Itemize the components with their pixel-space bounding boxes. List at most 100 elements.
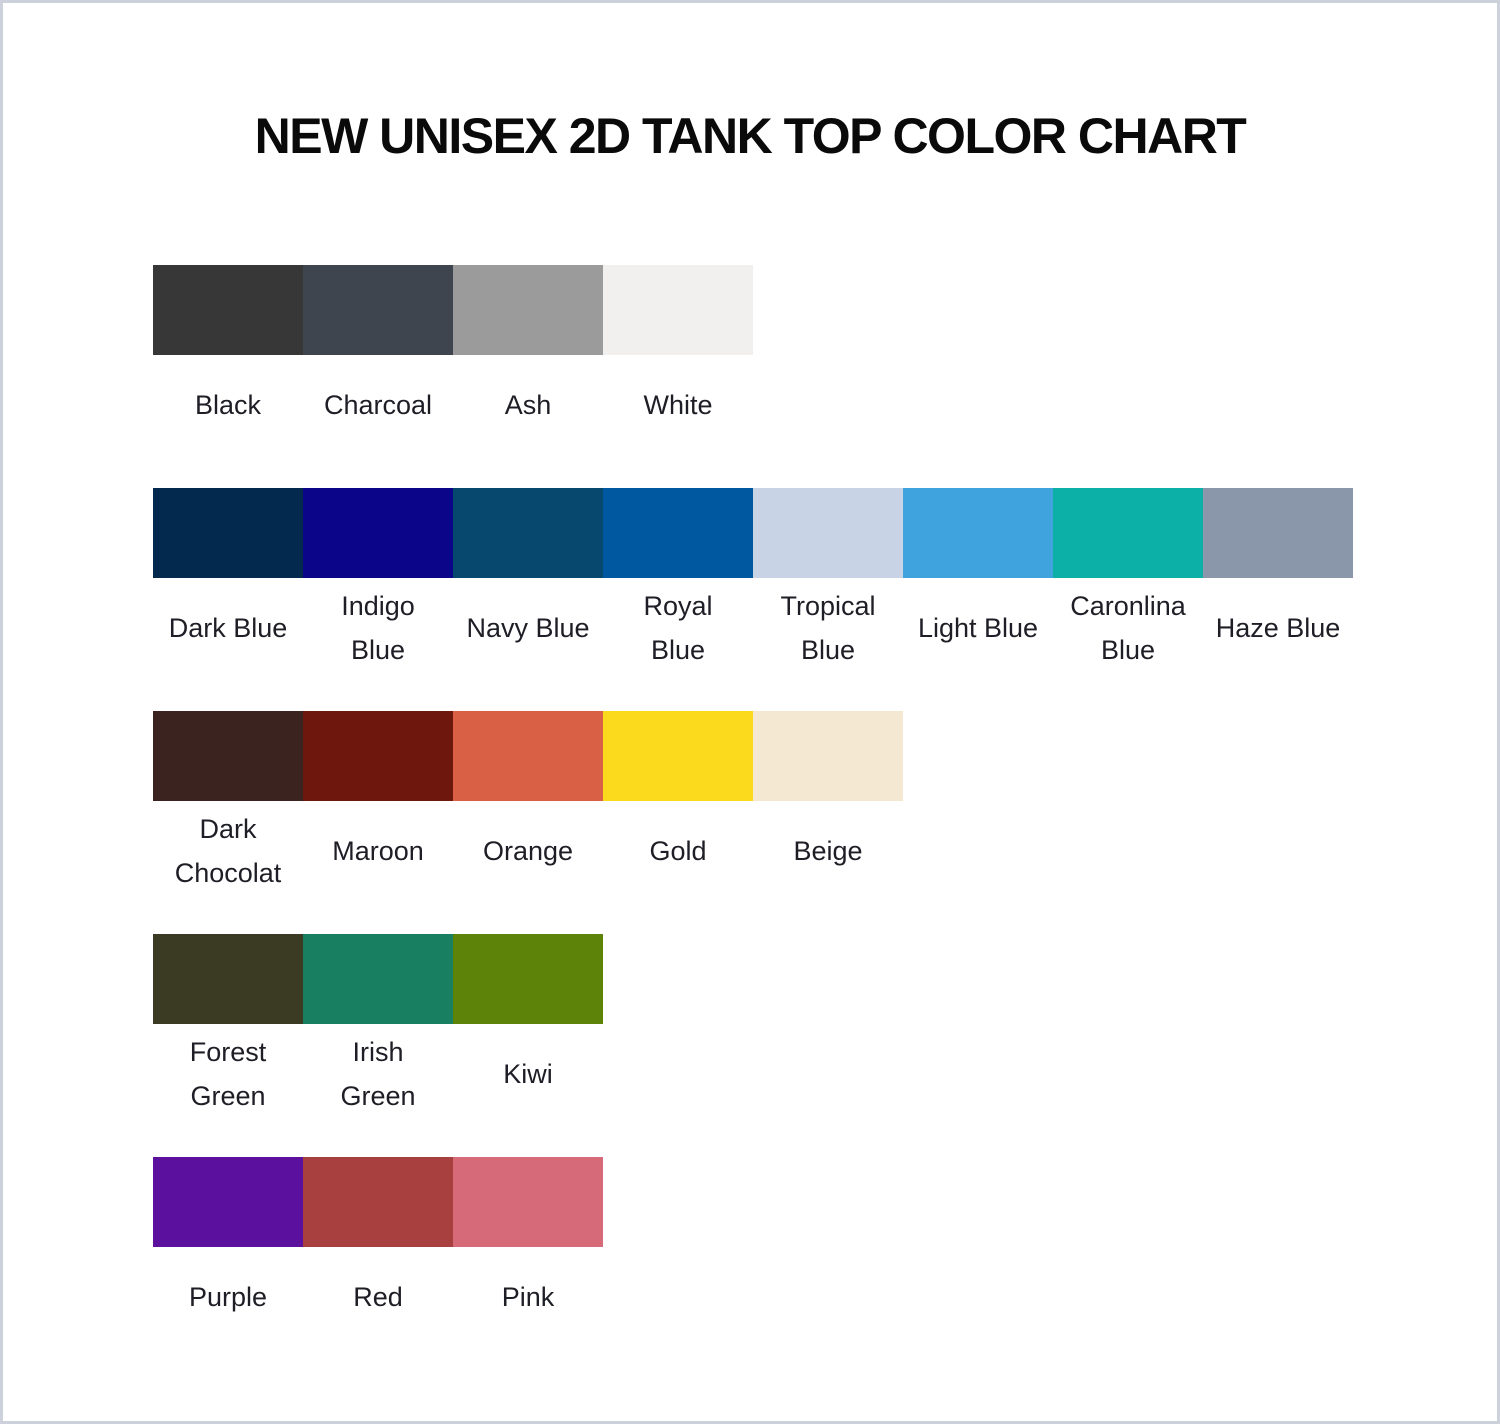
- swatch-cell-ash: Ash: [453, 265, 603, 455]
- color-swatch-forest-green: [153, 934, 303, 1024]
- swatch-cell-light-blue: Light Blue: [903, 488, 1053, 678]
- swatch-cell-beige: Beige: [753, 711, 903, 901]
- color-swatch-tropical-blue: [753, 488, 903, 578]
- color-swatch-kiwi: [453, 934, 603, 1024]
- swatch-cell-black: Black: [153, 265, 303, 455]
- swatch-row-purples-reds: Purple Red Pink: [153, 1157, 1497, 1347]
- swatch-label-line: Kiwi: [503, 1059, 553, 1089]
- swatch-label-dark-blue: Dark Blue: [153, 578, 303, 678]
- swatch-label-line: Blue: [1100, 635, 1156, 665]
- swatch-label-line: Black: [194, 390, 262, 420]
- chart-title: NEW UNISEX 2D TANK TOP COLOR CHART: [254, 108, 1247, 164]
- swatch-label-line: Charcoal: [323, 390, 433, 420]
- swatch-label-line: Tropical: [780, 591, 876, 621]
- swatch-cell-indigo-blue: Indigo Blue: [303, 488, 453, 678]
- swatch-label-line: Caronlina: [1070, 591, 1186, 621]
- color-swatch-royal-blue: [603, 488, 753, 578]
- color-swatch-pink: [453, 1157, 603, 1247]
- swatch-cell-forest-green: Forest Green: [153, 934, 303, 1124]
- color-swatch-light-blue: [903, 488, 1053, 578]
- color-swatch-red: [303, 1157, 453, 1247]
- swatch-cell-dark-blue: Dark Blue: [153, 488, 303, 678]
- swatch-label-line: Haze Blue: [1215, 613, 1341, 643]
- swatch-label-line: Purple: [188, 1282, 268, 1312]
- swatch-cell-caronlina-blue: Caronlina Blue: [1053, 488, 1203, 678]
- swatch-label-light-blue: Light Blue: [903, 578, 1053, 678]
- swatch-label-line: Royal: [643, 591, 713, 621]
- swatch-label-line: Light Blue: [917, 613, 1039, 643]
- swatch-label-red: Red: [303, 1247, 453, 1347]
- swatch-rows: Black Charcoal Ash White Dark Blue Indigo Blue…: [153, 265, 1497, 1347]
- swatch-label-line: Navy Blue: [466, 613, 590, 643]
- swatch-row-warms: Dark Chocolat Maroon Orange Gold Beige: [153, 711, 1497, 901]
- color-swatch-purple: [153, 1157, 303, 1247]
- swatch-label-irish-green: Irish Green: [303, 1024, 453, 1124]
- swatch-cell-pink: Pink: [453, 1157, 603, 1347]
- swatch-cell-navy-blue: Navy Blue: [453, 488, 603, 678]
- swatch-label-pink: Pink: [453, 1247, 603, 1347]
- swatch-label-orange: Orange: [453, 801, 603, 901]
- color-swatch-caronlina-blue: [1053, 488, 1203, 578]
- swatch-label-royal-blue: Royal Blue: [603, 578, 753, 678]
- color-swatch-beige: [753, 711, 903, 801]
- swatch-label-line: Red: [353, 1282, 403, 1312]
- swatch-cell-irish-green: Irish Green: [303, 934, 453, 1124]
- swatch-label-line: Beige: [793, 836, 863, 866]
- swatch-cell-haze-blue: Haze Blue: [1203, 488, 1353, 678]
- color-swatch-gold: [603, 711, 753, 801]
- swatch-label-caronlina-blue: Caronlina Blue: [1053, 578, 1203, 678]
- swatch-label-indigo-blue: Indigo Blue: [303, 578, 453, 678]
- swatch-label-line: Blue: [350, 635, 406, 665]
- swatch-cell-kiwi: Kiwi: [453, 934, 603, 1124]
- swatch-row-neutrals: Black Charcoal Ash White: [153, 265, 1497, 455]
- color-swatch-haze-blue: [1203, 488, 1353, 578]
- swatch-label-black: Black: [153, 355, 303, 455]
- color-swatch-orange: [453, 711, 603, 801]
- swatch-label-beige: Beige: [753, 801, 903, 901]
- swatch-cell-charcoal: Charcoal: [303, 265, 453, 455]
- swatch-cell-white: White: [603, 265, 753, 455]
- swatch-label-line: Chocolat: [174, 858, 282, 888]
- swatch-label-maroon: Maroon: [303, 801, 453, 901]
- swatch-label-ash: Ash: [453, 355, 603, 455]
- swatch-label-line: Dark Blue: [168, 613, 288, 643]
- color-swatch-black: [153, 265, 303, 355]
- swatch-cell-dark-chocolat: Dark Chocolat: [153, 711, 303, 901]
- color-swatch-navy-blue: [453, 488, 603, 578]
- color-swatch-dark-chocolat: [153, 711, 303, 801]
- swatch-label-line: Orange: [482, 836, 574, 866]
- swatch-label-purple: Purple: [153, 1247, 303, 1347]
- swatch-label-charcoal: Charcoal: [303, 355, 453, 455]
- color-swatch-charcoal: [303, 265, 453, 355]
- swatch-row-greens: Forest Green Irish Green Kiwi: [153, 934, 1497, 1124]
- swatch-cell-maroon: Maroon: [303, 711, 453, 901]
- swatch-label-haze-blue: Haze Blue: [1203, 578, 1353, 678]
- swatch-label-line: Dark: [199, 814, 257, 844]
- color-swatch-maroon: [303, 711, 453, 801]
- swatch-label-line: Blue: [800, 635, 856, 665]
- swatch-label-kiwi: Kiwi: [453, 1024, 603, 1124]
- swatch-label-line: Maroon: [332, 836, 424, 866]
- swatch-cell-tropical-blue: Tropical Blue: [753, 488, 903, 678]
- swatch-cell-purple: Purple: [153, 1157, 303, 1347]
- swatch-label-forest-green: Forest Green: [153, 1024, 303, 1124]
- swatch-label-line: Indigo: [341, 591, 415, 621]
- swatch-row-blues: Dark Blue Indigo Blue Navy Blue Royal Blue Tro…: [153, 488, 1497, 678]
- color-swatch-ash: [453, 265, 603, 355]
- swatch-label-line: Green: [190, 1081, 266, 1111]
- color-swatch-white: [603, 265, 753, 355]
- swatch-label-gold: Gold: [603, 801, 753, 901]
- swatch-label-line: Forest: [189, 1037, 267, 1067]
- swatch-label-line: Pink: [501, 1282, 555, 1312]
- swatch-label-dark-chocolat: Dark Chocolat: [153, 801, 303, 901]
- swatch-label-line: Blue: [650, 635, 706, 665]
- swatch-label-line: White: [643, 390, 713, 420]
- swatch-label-navy-blue: Navy Blue: [453, 578, 603, 678]
- color-swatch-dark-blue: [153, 488, 303, 578]
- swatch-label-tropical-blue: Tropical Blue: [753, 578, 903, 678]
- swatch-label-white: White: [603, 355, 753, 455]
- color-swatch-irish-green: [303, 934, 453, 1024]
- swatch-label-line: Gold: [649, 836, 707, 866]
- swatch-cell-red: Red: [303, 1157, 453, 1347]
